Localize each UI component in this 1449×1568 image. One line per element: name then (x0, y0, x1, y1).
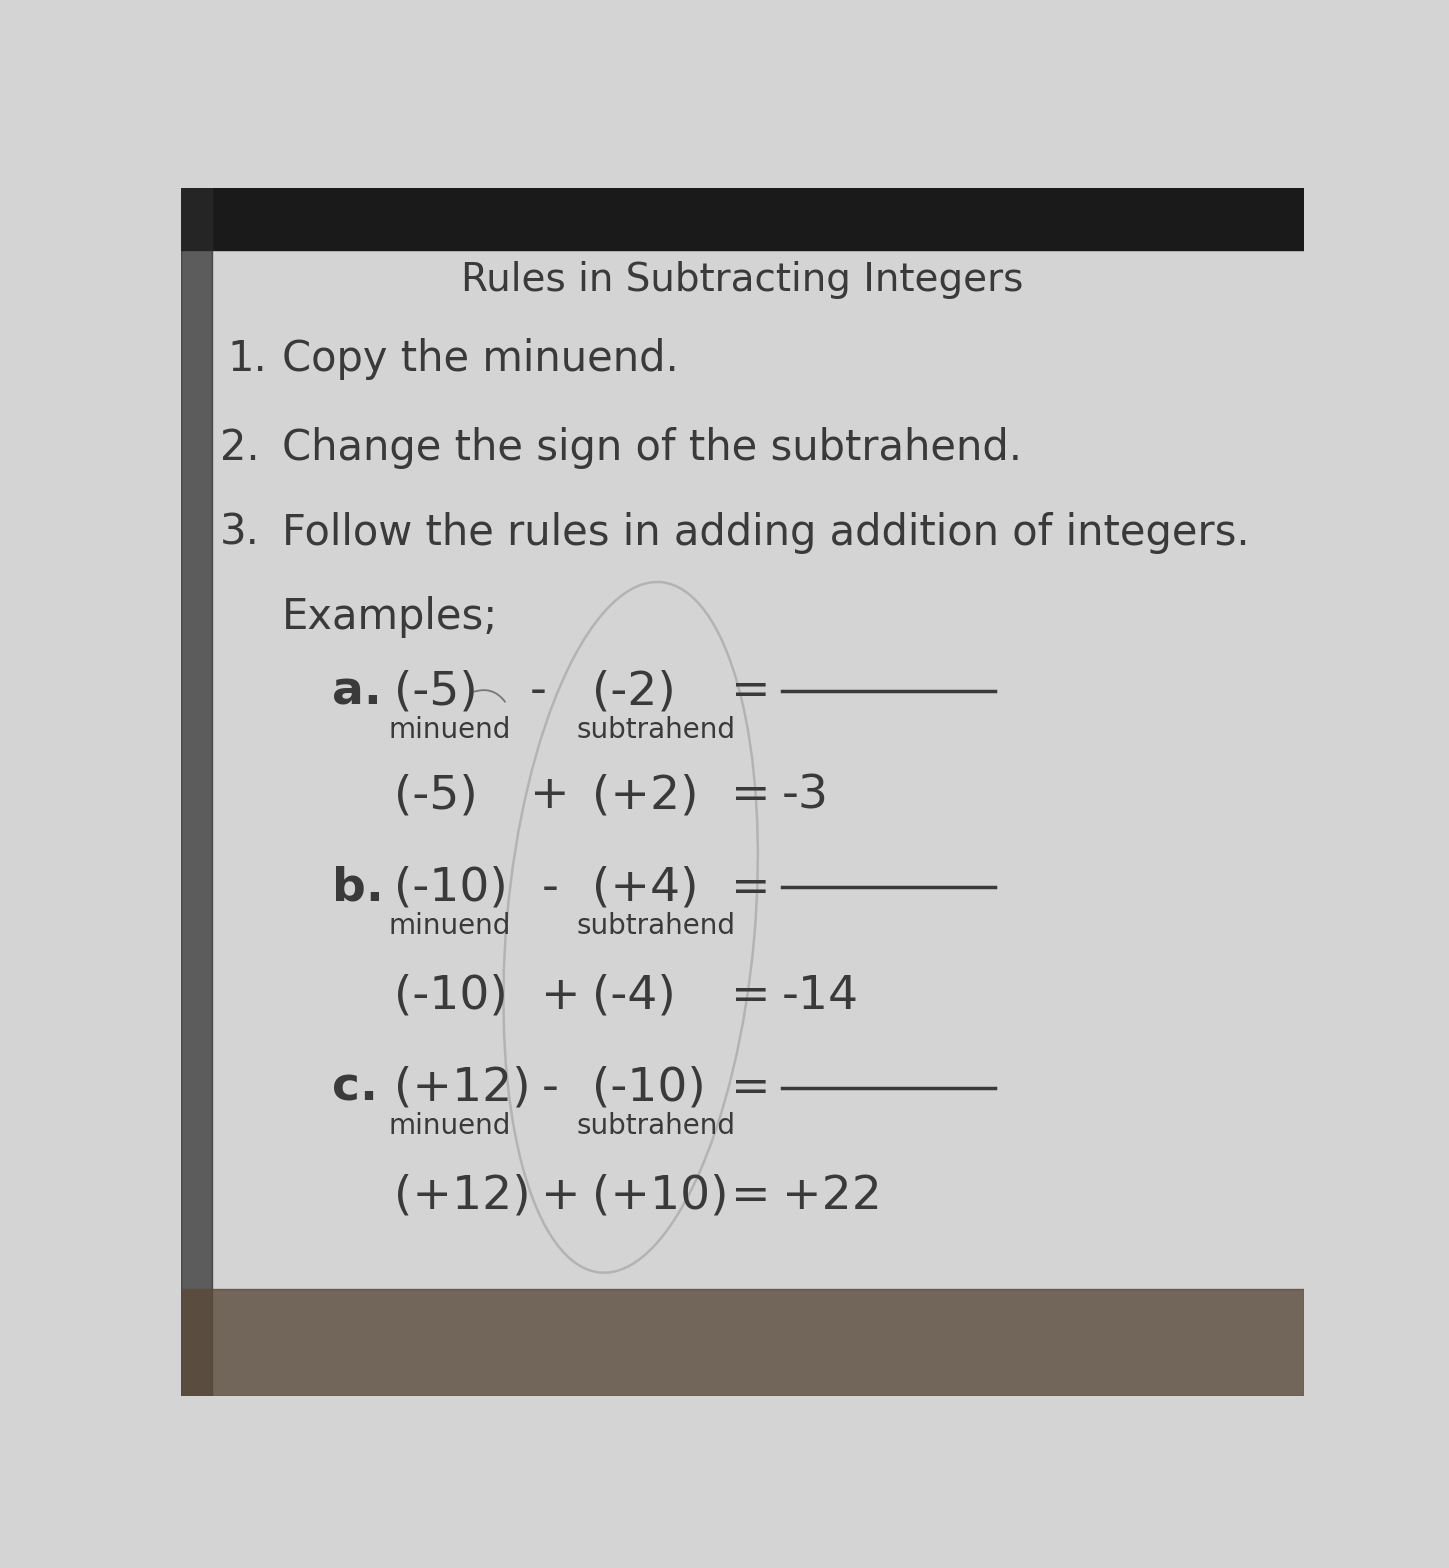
Text: (+2): (+2) (591, 773, 698, 818)
Text: minuend: minuend (388, 1112, 511, 1140)
Text: =: = (732, 773, 771, 818)
Text: =: = (732, 1066, 771, 1112)
FancyArrowPatch shape (474, 690, 506, 702)
Text: =: = (732, 1174, 771, 1218)
Text: =: = (732, 866, 771, 911)
Text: -: - (542, 866, 558, 911)
Text: 3.: 3. (220, 511, 259, 554)
Text: b.: b. (332, 866, 384, 911)
Text: =: = (732, 974, 771, 1019)
Text: minuend: minuend (388, 913, 511, 939)
Text: +: + (530, 773, 569, 818)
Text: (-5): (-5) (394, 670, 478, 715)
Text: -: - (530, 670, 546, 715)
Text: (-2): (-2) (591, 670, 675, 715)
Text: minuend: minuend (388, 715, 511, 743)
Text: -: - (542, 1066, 558, 1112)
Text: =: = (732, 670, 771, 715)
Text: (-10): (-10) (394, 866, 509, 911)
Bar (181, 188, 1304, 249)
Text: Copy the minuend.: Copy the minuend. (283, 339, 678, 381)
Text: (+4): (+4) (591, 866, 698, 911)
Text: -3: -3 (782, 773, 829, 818)
Text: (+10): (+10) (591, 1174, 729, 1218)
Text: +: + (542, 974, 581, 1019)
Text: c.: c. (332, 1066, 378, 1112)
Text: Examples;: Examples; (283, 596, 498, 638)
Bar (181, 1289, 1304, 1396)
Text: Follow the rules in adding addition of integers.: Follow the rules in adding addition of i… (283, 511, 1249, 554)
Text: subtrahend: subtrahend (577, 913, 736, 939)
Text: (+12): (+12) (394, 1066, 530, 1112)
Text: 2.: 2. (220, 426, 259, 469)
Text: (+12): (+12) (394, 1174, 530, 1218)
Text: (-10): (-10) (394, 974, 509, 1019)
Text: Rules in Subtracting Integers: Rules in Subtracting Integers (461, 262, 1023, 299)
Text: +22: +22 (782, 1174, 881, 1218)
Text: (-10): (-10) (591, 1066, 706, 1112)
Text: subtrahend: subtrahend (577, 1112, 736, 1140)
Text: +: + (542, 1174, 581, 1218)
Text: (-5): (-5) (394, 773, 478, 818)
Text: -14: -14 (782, 974, 859, 1019)
Text: 1.: 1. (227, 339, 268, 381)
Bar (181, 188, 212, 1396)
Text: (-4): (-4) (591, 974, 675, 1019)
Text: a.: a. (332, 670, 383, 715)
Text: subtrahend: subtrahend (577, 715, 736, 743)
Text: Change the sign of the subtrahend.: Change the sign of the subtrahend. (283, 426, 1022, 469)
